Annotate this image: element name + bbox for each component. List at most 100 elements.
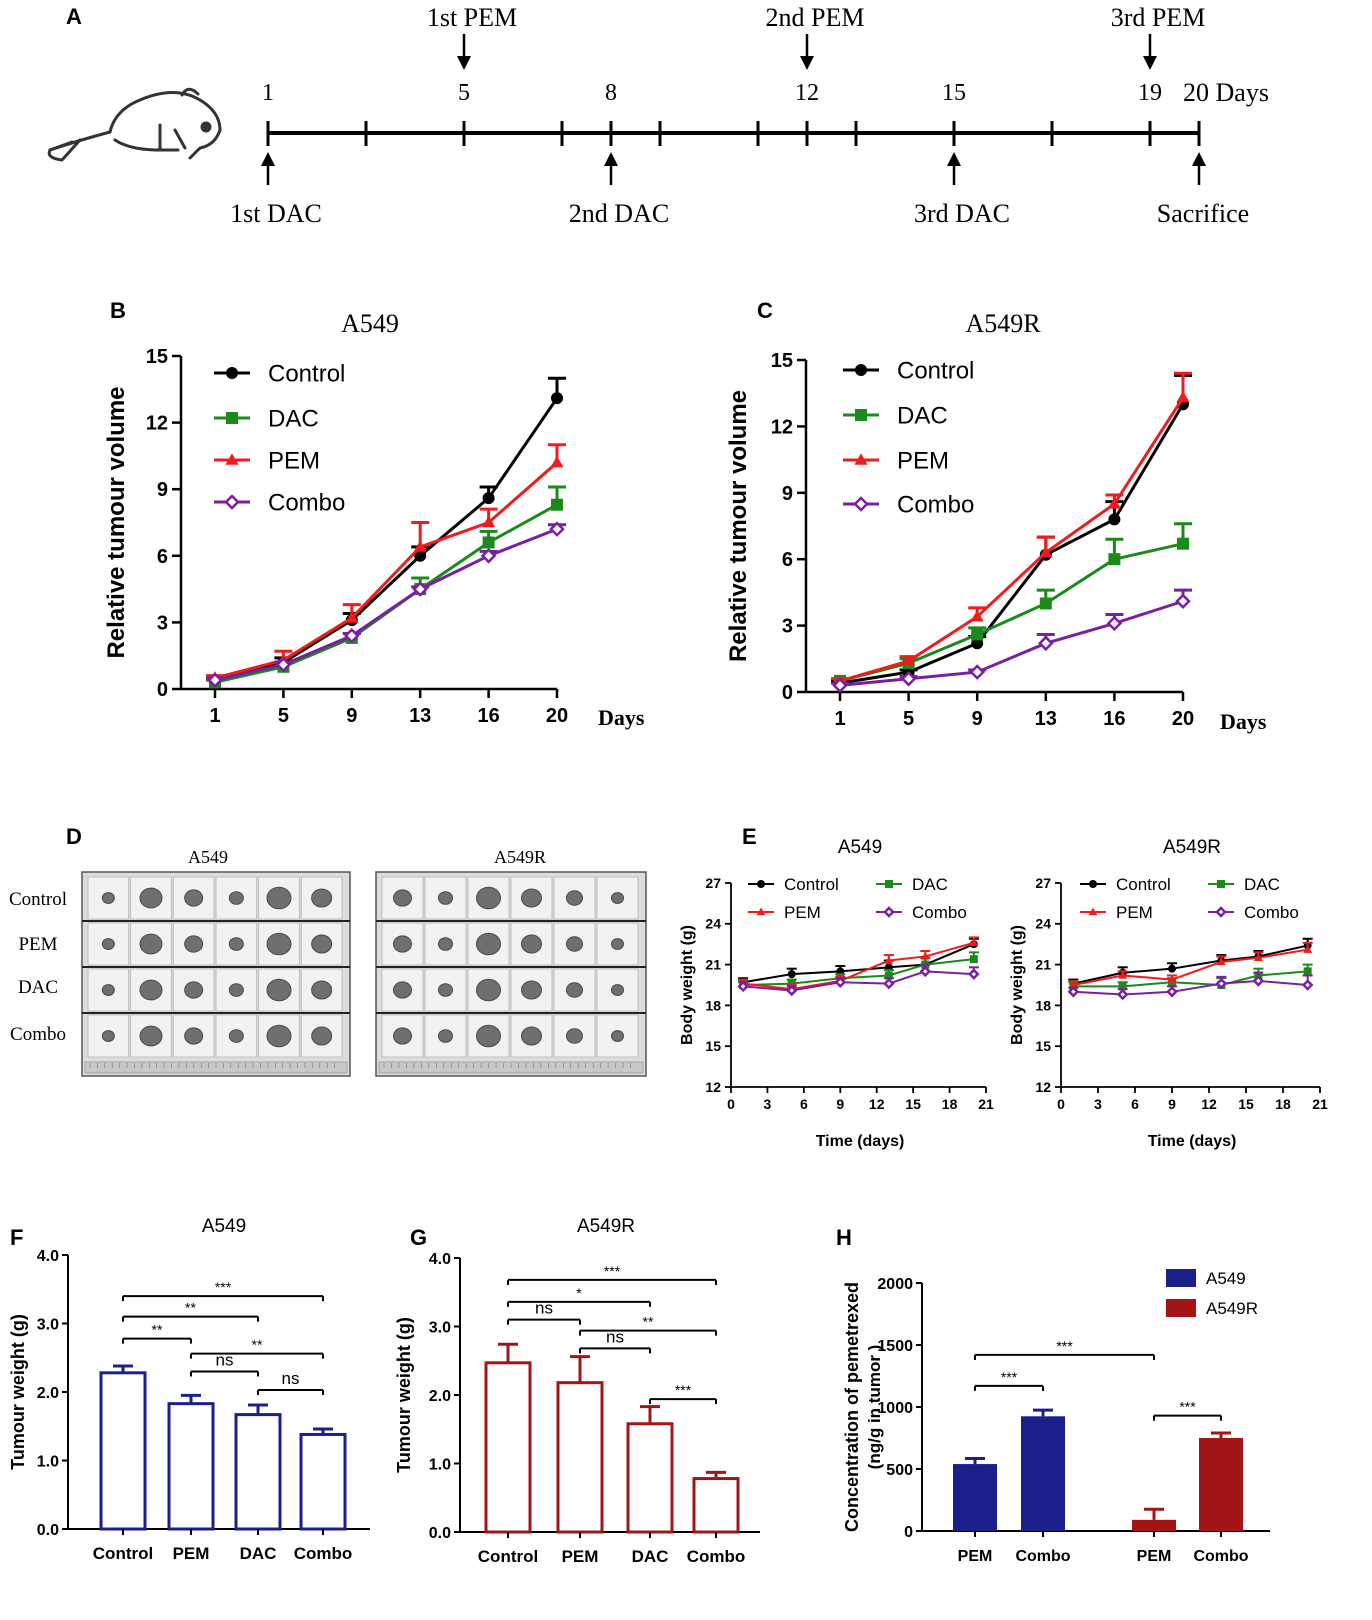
data-point-combo (1252, 975, 1265, 987)
panel-letter-f: F (10, 1225, 23, 1250)
data-point-control (414, 549, 427, 562)
chart-title: A549R (1163, 837, 1221, 858)
legend-marker (853, 496, 869, 512)
x-tick-label: 6 (1131, 1096, 1139, 1112)
x-axis-label: Time (days) (816, 1133, 905, 1150)
panel-letter-e: E (742, 824, 757, 849)
x-tick-label: 16 (1103, 708, 1125, 730)
x-tick-label: 0 (727, 1096, 735, 1112)
tumour-sample (228, 937, 244, 951)
data-point-combo (344, 627, 360, 644)
y-tick-label: 24 (705, 916, 721, 932)
data-point-combo (785, 984, 798, 997)
dac-event-label: 1st DAC (230, 199, 322, 228)
bar-control (99, 1371, 147, 1531)
tumour-sample (139, 933, 163, 955)
legend-label: Control (268, 361, 345, 388)
data-point-combo (834, 976, 847, 989)
data-point-combo (207, 672, 223, 688)
tumour-sample (101, 1030, 115, 1042)
tumour-sample (393, 935, 412, 953)
y-tick-label: 21 (705, 957, 721, 973)
tumour-sample (438, 891, 453, 905)
legend-marker (855, 409, 867, 421)
y-tick-label: 2.0 (37, 1385, 59, 1402)
data-point-combo (1175, 593, 1191, 610)
x-tick-label: 3 (1094, 1096, 1102, 1112)
legend-marker (226, 412, 238, 424)
timeline-day-label: 8 (605, 80, 617, 106)
panel-letter-d: D (66, 824, 82, 849)
chart-title: A549 (202, 1216, 246, 1237)
data-point-combo (480, 548, 497, 564)
data-point-pem (550, 455, 564, 468)
x-tick-label: Combo (294, 1544, 353, 1563)
y-tick-label: 24 (1035, 916, 1051, 932)
chart-title: A549R (965, 309, 1041, 338)
tumour-sample (228, 891, 244, 905)
series-line-pem (743, 941, 975, 991)
dac-event-label: 3rd DAC (914, 199, 1010, 228)
y-tick-label: 12 (1035, 1079, 1051, 1095)
bar-combo (299, 1432, 347, 1531)
tumour-sample (476, 978, 501, 1002)
data-point-dac (1118, 982, 1127, 991)
data-point-pem (902, 654, 916, 666)
dac-event-label: Sacrifice (1157, 199, 1249, 228)
tumour-sample (566, 1028, 583, 1044)
y-tick-label: 500 (886, 1462, 913, 1479)
chart-G: 0.0 1.0 2.0 3.0 4.0 A549R Tumour weight (g) Con… (394, 1216, 760, 1566)
x-tick-label: 0 (1057, 1096, 1065, 1112)
panel-letter-h: H (836, 1225, 852, 1250)
tumour-sample (393, 981, 412, 999)
tumour-sample (184, 981, 204, 999)
legend-label: Combo (1244, 903, 1299, 922)
tumour-sample (139, 1025, 163, 1047)
dac-arrow-head (947, 152, 961, 166)
legend-label: A549 (1206, 1269, 1246, 1288)
legend-swatch (1166, 1269, 1196, 1287)
series-line-combo (743, 970, 974, 992)
y-tick-label: 1000 (877, 1400, 913, 1417)
legend-marker (225, 453, 239, 465)
chart-F: 0.0 1.0 2.0 3.0 4.0 A549 Tumour weight (g) Cont… (8, 1216, 370, 1563)
tumour-sample (139, 979, 163, 1001)
data-point-pem (1167, 975, 1177, 983)
x-tick-label: 15 (1238, 1096, 1254, 1112)
pem-event-label: 3rd PEM (1111, 3, 1206, 32)
x-tick-label: 9 (972, 708, 983, 730)
x-tick-label: 21 (1312, 1096, 1328, 1112)
photo-row-label: Combo (10, 1024, 66, 1045)
y-tick-label: 9 (782, 483, 793, 505)
significance-label: *** (1056, 1338, 1073, 1354)
x-tick-label: 5 (278, 705, 289, 727)
tumour-sample (184, 935, 204, 953)
timeline-day-label: 19 (1138, 80, 1162, 106)
legend-label: Control (784, 875, 839, 894)
x-tick-label: 9 (836, 1096, 844, 1112)
bar-pem (953, 1464, 997, 1531)
significance-label: ns (216, 1350, 234, 1369)
x-axis-label: Time (days) (1148, 1133, 1237, 1150)
x-tick-label: 12 (869, 1096, 885, 1112)
timeline-day-label: 1 (262, 80, 274, 106)
y-tick-label: 3 (157, 612, 168, 634)
data-point-control (787, 970, 796, 979)
y-tick-label: 18 (1035, 997, 1051, 1013)
tumour-sample (611, 1030, 624, 1042)
tumour-sample (184, 889, 204, 907)
legend-marker (226, 367, 238, 379)
tumour-sample (266, 886, 292, 910)
data-point-combo (549, 521, 565, 537)
bar-pem (1132, 1519, 1176, 1531)
x-tick-label: 20 (1172, 708, 1194, 730)
tumour-sample (521, 1026, 542, 1046)
chart-E1: 12 15 18 21 24 27 0 3 6 9 12 15 18 21 A549 Time (days) B… (679, 837, 994, 1150)
data-point-combo (1067, 986, 1080, 998)
data-point-combo (275, 656, 292, 673)
legend-marker (1217, 880, 1225, 888)
legend-marker (757, 880, 765, 888)
timeline-day-label: 15 (942, 80, 966, 106)
tumour-sample (611, 892, 624, 904)
